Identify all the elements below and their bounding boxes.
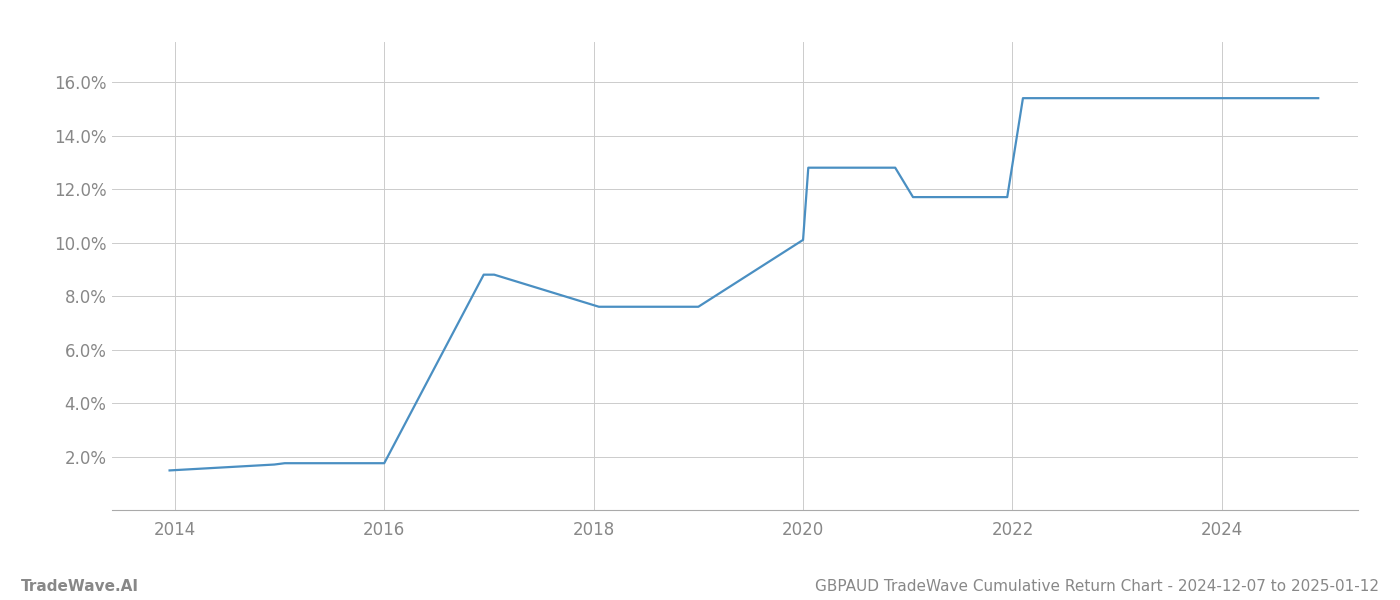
Text: TradeWave.AI: TradeWave.AI	[21, 579, 139, 594]
Text: GBPAUD TradeWave Cumulative Return Chart - 2024-12-07 to 2025-01-12: GBPAUD TradeWave Cumulative Return Chart…	[815, 579, 1379, 594]
